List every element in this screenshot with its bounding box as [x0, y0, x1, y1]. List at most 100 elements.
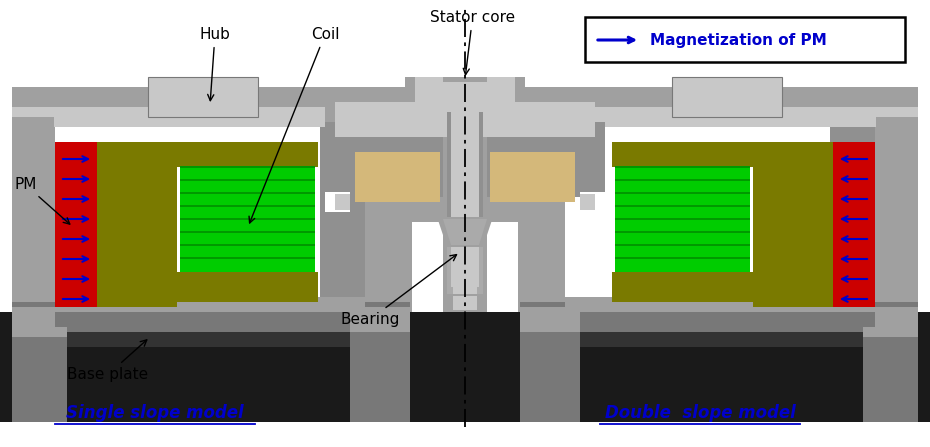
Bar — [180, 205, 315, 207]
Bar — [863, 307, 918, 332]
Bar — [180, 259, 315, 269]
Bar — [833, 142, 875, 307]
Bar — [180, 257, 315, 259]
Bar — [55, 262, 100, 312]
Bar — [97, 142, 177, 307]
Bar — [565, 297, 875, 312]
Bar — [335, 102, 595, 137]
Bar — [520, 332, 580, 422]
Bar — [443, 222, 487, 312]
Bar — [350, 307, 410, 332]
Bar — [612, 272, 753, 302]
Bar — [863, 327, 918, 422]
Bar — [615, 259, 750, 269]
Bar — [615, 205, 750, 207]
Bar — [325, 192, 350, 212]
Bar — [753, 142, 833, 307]
Bar — [863, 327, 918, 337]
Bar — [180, 220, 315, 230]
Bar — [615, 179, 750, 181]
Bar — [451, 97, 479, 287]
Bar — [55, 142, 97, 307]
Bar — [615, 207, 750, 217]
Bar — [180, 167, 315, 272]
Bar — [487, 122, 605, 197]
Bar — [180, 218, 315, 220]
Bar — [447, 294, 483, 312]
Bar — [615, 231, 750, 233]
Bar — [518, 107, 918, 127]
Bar — [830, 127, 875, 312]
Bar — [443, 82, 487, 312]
Bar — [453, 296, 477, 310]
Bar — [55, 307, 365, 337]
Bar — [876, 117, 918, 312]
Bar — [12, 327, 67, 337]
Text: Single slope model: Single slope model — [66, 404, 244, 422]
Bar — [12, 87, 412, 127]
Bar — [177, 142, 318, 167]
Bar — [0, 312, 930, 422]
Polygon shape — [443, 219, 487, 245]
Bar — [180, 168, 315, 178]
Bar — [615, 192, 750, 194]
Text: Stator core: Stator core — [430, 10, 515, 75]
Bar — [180, 181, 315, 191]
Bar — [615, 257, 750, 259]
Text: Bearing: Bearing — [340, 255, 457, 327]
Bar — [180, 179, 315, 181]
Bar — [67, 372, 97, 422]
Bar — [672, 77, 782, 117]
Bar — [350, 332, 410, 422]
Bar — [585, 17, 905, 62]
Bar — [485, 122, 605, 222]
Bar — [415, 77, 515, 112]
Bar — [180, 194, 315, 204]
Bar — [863, 302, 918, 337]
Bar — [180, 207, 315, 217]
Bar — [447, 92, 483, 292]
Bar — [12, 117, 54, 312]
Bar — [453, 232, 477, 302]
Bar — [180, 246, 315, 256]
Bar — [405, 77, 525, 127]
Bar — [447, 227, 483, 307]
Bar — [180, 244, 315, 246]
Text: Magnetization of PM: Magnetization of PM — [650, 33, 827, 47]
Text: PM: PM — [14, 177, 70, 224]
Bar — [580, 332, 863, 422]
Polygon shape — [437, 217, 493, 247]
Bar — [55, 127, 365, 312]
Bar — [833, 372, 863, 422]
Bar — [148, 77, 258, 117]
Bar — [565, 307, 875, 337]
Bar — [12, 327, 67, 422]
Text: Hub: Hub — [200, 27, 231, 101]
Text: Double  slope model: Double slope model — [604, 404, 795, 422]
Bar — [67, 332, 350, 347]
Bar — [615, 220, 750, 230]
Bar — [180, 166, 315, 168]
Bar — [12, 302, 67, 337]
Bar — [580, 332, 863, 347]
Bar — [55, 297, 365, 312]
Bar — [615, 244, 750, 246]
Bar — [615, 168, 750, 178]
Bar — [490, 152, 575, 202]
Bar — [520, 302, 580, 337]
Bar — [350, 302, 410, 337]
Bar — [520, 307, 580, 332]
Bar — [615, 194, 750, 204]
Bar — [335, 194, 350, 210]
Bar — [12, 307, 67, 332]
Bar — [615, 233, 750, 243]
Bar — [180, 231, 315, 233]
Bar — [615, 166, 750, 168]
Bar — [180, 233, 315, 243]
Text: Coil: Coil — [249, 27, 339, 223]
Bar — [615, 181, 750, 191]
Bar — [12, 107, 412, 127]
Bar — [180, 192, 315, 194]
Bar — [580, 192, 605, 212]
Bar — [325, 92, 605, 147]
